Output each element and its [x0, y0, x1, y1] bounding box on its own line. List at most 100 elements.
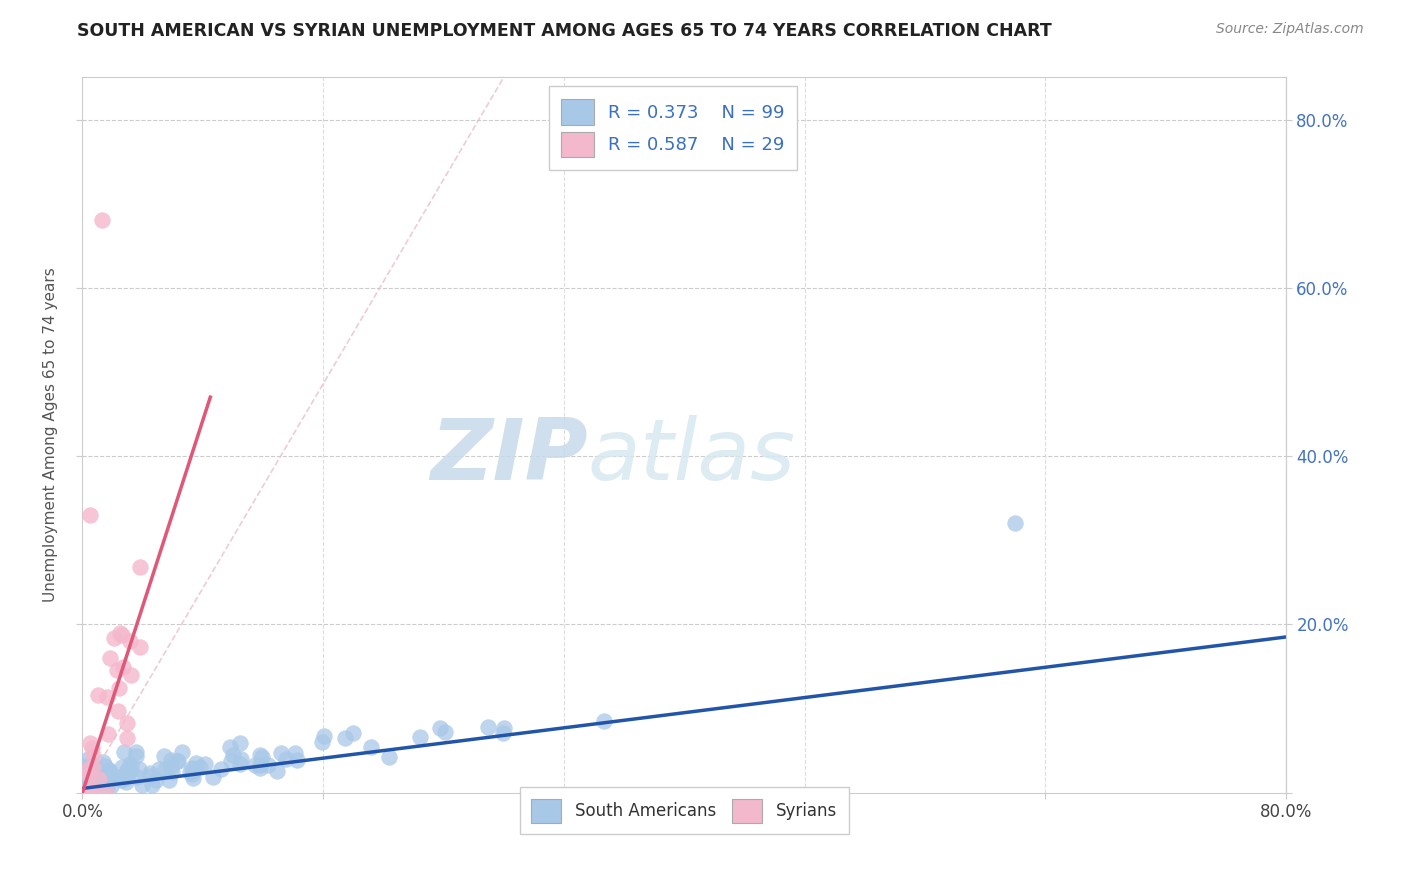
Point — [333, 731, 356, 745]
Point — [118, 757, 141, 772]
Y-axis label: Unemployment Among Ages 65 to 74 years: Unemployment Among Ages 65 to 74 years — [44, 268, 58, 602]
Point — [73, 785, 96, 799]
Point — [120, 759, 142, 773]
Point — [117, 716, 139, 731]
Point — [138, 766, 160, 780]
Text: Source: ZipAtlas.com: Source: ZipAtlas.com — [1216, 22, 1364, 37]
Point — [87, 772, 110, 786]
Point — [79, 759, 101, 773]
Point — [107, 681, 129, 695]
Point — [249, 758, 271, 772]
Point — [94, 759, 117, 773]
Point — [105, 663, 128, 677]
Point — [129, 640, 152, 655]
Point — [77, 762, 100, 776]
Point — [82, 759, 104, 773]
Point — [128, 762, 150, 776]
Point — [117, 770, 139, 784]
Point — [342, 726, 364, 740]
Point — [249, 747, 271, 762]
Point — [209, 762, 232, 776]
Point — [433, 725, 456, 739]
Point — [73, 759, 96, 773]
Point — [107, 770, 129, 784]
Point — [73, 779, 96, 793]
Point — [477, 720, 499, 734]
Point — [311, 735, 333, 749]
Point — [129, 560, 152, 574]
Point — [219, 740, 242, 755]
Point — [77, 752, 100, 766]
Point — [82, 741, 104, 756]
Point — [112, 745, 135, 759]
Point — [157, 772, 180, 787]
Point — [219, 754, 242, 768]
Point — [111, 759, 134, 773]
Point — [274, 752, 297, 766]
Point — [83, 776, 105, 790]
Point — [228, 736, 250, 750]
Point — [82, 748, 104, 763]
Point — [117, 731, 139, 745]
Point — [131, 779, 153, 793]
Point — [266, 764, 288, 778]
Point — [492, 726, 515, 740]
Point — [100, 779, 122, 793]
Point — [91, 775, 114, 789]
Point — [80, 776, 103, 790]
Point — [148, 762, 170, 776]
Point — [593, 714, 616, 728]
Point — [193, 756, 215, 771]
Point — [97, 764, 120, 779]
Point — [120, 668, 142, 682]
Point — [222, 747, 245, 762]
Point — [153, 749, 176, 764]
Point — [80, 785, 103, 799]
Point — [166, 754, 188, 768]
Point — [76, 785, 98, 799]
Point — [287, 753, 309, 767]
Point — [83, 778, 105, 792]
Point — [118, 764, 141, 779]
Point — [97, 727, 120, 741]
Point — [243, 758, 266, 772]
Point — [91, 213, 114, 227]
Point — [73, 785, 96, 799]
Point — [79, 736, 101, 750]
Point — [108, 625, 131, 640]
Point — [77, 782, 100, 797]
Point — [86, 762, 108, 776]
Point — [115, 772, 138, 786]
Point — [87, 771, 110, 785]
Point — [96, 690, 118, 704]
Point — [98, 763, 121, 777]
Point — [79, 508, 101, 522]
Point — [250, 750, 273, 764]
Point — [98, 651, 121, 665]
Point — [89, 772, 111, 787]
Point — [160, 764, 183, 779]
Point — [125, 749, 148, 764]
Point — [110, 772, 132, 787]
Legend: South Americans, Syrians: South Americans, Syrians — [520, 788, 849, 834]
Point — [141, 778, 163, 792]
Point — [107, 704, 129, 718]
Point — [112, 768, 135, 782]
Point — [360, 740, 382, 755]
Point — [91, 756, 114, 770]
Point — [76, 778, 98, 792]
Point — [77, 762, 100, 776]
Point — [181, 771, 204, 785]
Text: ZIP: ZIP — [430, 415, 588, 498]
Point — [117, 763, 139, 777]
Text: SOUTH AMERICAN VS SYRIAN UNEMPLOYMENT AMONG AGES 65 TO 74 YEARS CORRELATION CHAR: SOUTH AMERICAN VS SYRIAN UNEMPLOYMENT AM… — [77, 22, 1052, 40]
Point — [103, 632, 125, 646]
Point — [87, 767, 110, 781]
Point — [87, 688, 110, 702]
Point — [179, 765, 201, 780]
Point — [127, 770, 149, 784]
Point — [153, 762, 176, 776]
Point — [139, 769, 162, 783]
Point — [181, 761, 204, 775]
Point — [94, 785, 117, 799]
